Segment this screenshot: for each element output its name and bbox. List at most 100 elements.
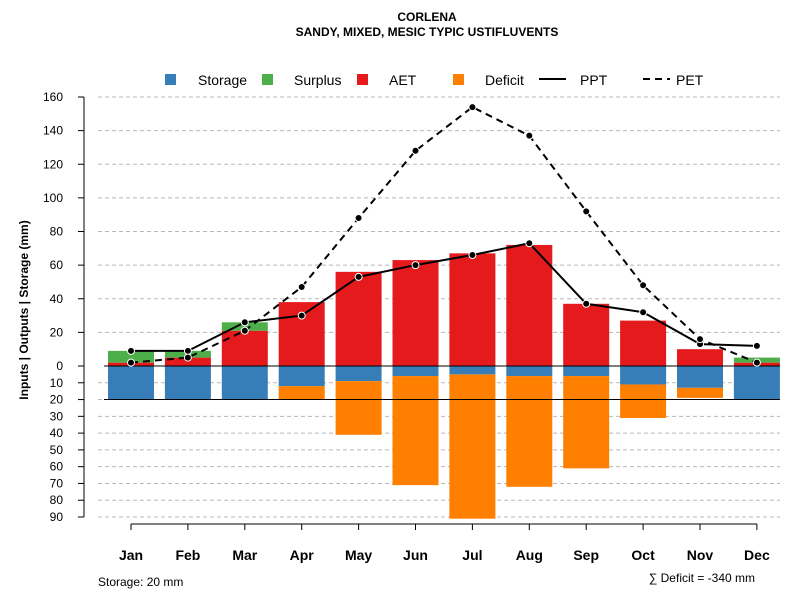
legend-swatch-deficit bbox=[453, 74, 464, 85]
bar-deficit-apr bbox=[278, 386, 325, 400]
bar-storage-jan bbox=[108, 366, 154, 400]
y-tick-label-lower-10: 10 bbox=[50, 376, 64, 390]
x-tick-label-may: May bbox=[345, 547, 372, 563]
bar-deficit-may bbox=[335, 381, 382, 435]
y-tick-label-upper-140: 140 bbox=[43, 124, 63, 138]
point-ppt-jul bbox=[468, 251, 477, 260]
x-tick-label-jan: Jan bbox=[119, 547, 143, 563]
y-tick-label-lower-90: 90 bbox=[50, 510, 64, 524]
y-tick-label-upper-80: 80 bbox=[50, 225, 64, 239]
x-tick-label-oct: Oct bbox=[631, 547, 655, 563]
y-axis: 0 20 40 60 80 100 120 140 160 10 20 30 40 50 60 70 80 90 bbox=[43, 90, 85, 524]
bar-storage-jun bbox=[392, 366, 439, 377]
point-ppt-may bbox=[354, 272, 363, 281]
point-ppt-feb bbox=[183, 346, 192, 355]
legend-label-ppt: PPT bbox=[580, 72, 608, 88]
point-ppt-sep bbox=[582, 299, 591, 308]
point-pet-sep bbox=[582, 207, 591, 216]
point-pet-feb bbox=[183, 353, 192, 362]
bar-deficit-sep bbox=[563, 376, 610, 469]
storage-note: Storage: 20 mm bbox=[98, 575, 183, 589]
point-ppt-oct bbox=[639, 308, 648, 317]
x-tick-label-feb: Feb bbox=[175, 547, 200, 563]
chart-title: CORLENA bbox=[397, 10, 457, 24]
y-tick-label-lower-40: 40 bbox=[50, 426, 64, 440]
bar-deficit-jun bbox=[392, 376, 439, 486]
y-axis-label: Inputs | Outputs | Storage (mm) bbox=[17, 220, 31, 399]
x-tick-label-mar: Mar bbox=[232, 547, 257, 563]
x-tick-label-sep: Sep bbox=[573, 547, 599, 563]
bar-deficit-jul bbox=[449, 374, 496, 519]
y-tick-label-upper-20: 20 bbox=[50, 325, 64, 339]
bar-aet-oct bbox=[620, 320, 667, 366]
lines bbox=[104, 103, 780, 401]
bar-storage-feb bbox=[164, 366, 211, 400]
point-ppt-apr bbox=[297, 311, 306, 320]
legend-label-deficit: Deficit bbox=[485, 72, 524, 88]
legend-label-pet: PET bbox=[676, 72, 704, 88]
bar-aet-feb bbox=[164, 357, 211, 366]
x-tick-label-dec: Dec bbox=[744, 547, 770, 563]
y-tick-label-upper-0: 0 bbox=[56, 359, 63, 373]
bar-aet-aug bbox=[506, 244, 553, 366]
y-tick-label-upper-40: 40 bbox=[50, 292, 64, 306]
bar-storage-jul bbox=[449, 366, 496, 375]
legend: Storage Surplus AET Deficit PPT PET bbox=[165, 72, 704, 88]
bar-storage-oct bbox=[620, 366, 667, 385]
bar-aet-mar bbox=[221, 330, 268, 366]
point-pet-jun bbox=[411, 146, 420, 155]
y-tick-label-lower-50: 50 bbox=[50, 443, 64, 457]
legend-label-aet: AET bbox=[389, 72, 417, 88]
bar-deficit-oct bbox=[620, 384, 667, 419]
point-ppt-aug bbox=[525, 239, 534, 248]
legend-swatch-aet bbox=[357, 74, 368, 85]
y-tick-label-upper-160: 160 bbox=[43, 90, 63, 104]
point-pet-apr bbox=[297, 282, 306, 291]
bar-storage-nov bbox=[677, 366, 723, 388]
x-tick-label-jul: Jul bbox=[462, 547, 482, 563]
bar-deficit-aug bbox=[506, 376, 553, 487]
bar-surplus-jan bbox=[108, 350, 154, 363]
y-tick-label-lower-80: 80 bbox=[50, 493, 64, 507]
bar-storage-aug bbox=[506, 366, 553, 377]
point-ppt-jun bbox=[411, 261, 420, 270]
point-pet-nov bbox=[696, 335, 704, 344]
point-ppt-dec bbox=[752, 341, 761, 350]
y-tick-label-upper-60: 60 bbox=[50, 258, 64, 272]
gridlines bbox=[98, 96, 780, 518]
bar-storage-sep bbox=[563, 366, 610, 377]
point-pet-oct bbox=[639, 281, 648, 290]
deficit-note: ∑ Deficit = -340 mm bbox=[649, 571, 755, 585]
series-line-ppt bbox=[131, 242, 757, 352]
bar-deficit-nov bbox=[677, 387, 723, 398]
legend-label-storage: Storage bbox=[198, 72, 247, 88]
legend-swatch-storage bbox=[165, 74, 176, 85]
bar-aet-jul bbox=[449, 253, 496, 366]
y-tick-label-lower-20: 20 bbox=[50, 393, 64, 407]
point-pet-jan bbox=[127, 358, 135, 367]
series-line-pet bbox=[130, 105, 758, 364]
y-tick-label-upper-100: 100 bbox=[43, 191, 63, 205]
x-tick-label-apr: Apr bbox=[290, 547, 315, 563]
point-ppt-jan bbox=[127, 346, 135, 355]
bar-storage-mar bbox=[221, 366, 268, 400]
x-tick-label-nov: Nov bbox=[687, 547, 714, 563]
legend-label-surplus: Surplus bbox=[294, 72, 341, 88]
legend-swatch-surplus bbox=[262, 74, 273, 85]
point-ppt-mar bbox=[240, 318, 249, 327]
y-tick-label-lower-70: 70 bbox=[50, 476, 64, 490]
bar-aet-sep bbox=[563, 303, 610, 366]
bar-aet-nov bbox=[677, 349, 723, 366]
y-tick-label-lower-60: 60 bbox=[50, 460, 64, 474]
bars bbox=[108, 244, 780, 519]
bar-storage-apr bbox=[278, 366, 325, 387]
bar-aet-jun bbox=[392, 260, 439, 366]
chart-subtitle: SANDY, MIXED, MESIC TYPIC USTIFLUVENTS bbox=[296, 25, 559, 39]
y-tick-label-lower-30: 30 bbox=[50, 409, 64, 423]
bar-aet-may bbox=[335, 271, 382, 366]
point-pet-mar bbox=[240, 326, 249, 335]
x-axis: Jan Feb Mar Apr May Jun Jul Aug Sep Oct Nov Dec bbox=[119, 523, 770, 563]
bar-surplus-mar bbox=[221, 322, 268, 331]
bar-storage-may bbox=[335, 366, 382, 382]
